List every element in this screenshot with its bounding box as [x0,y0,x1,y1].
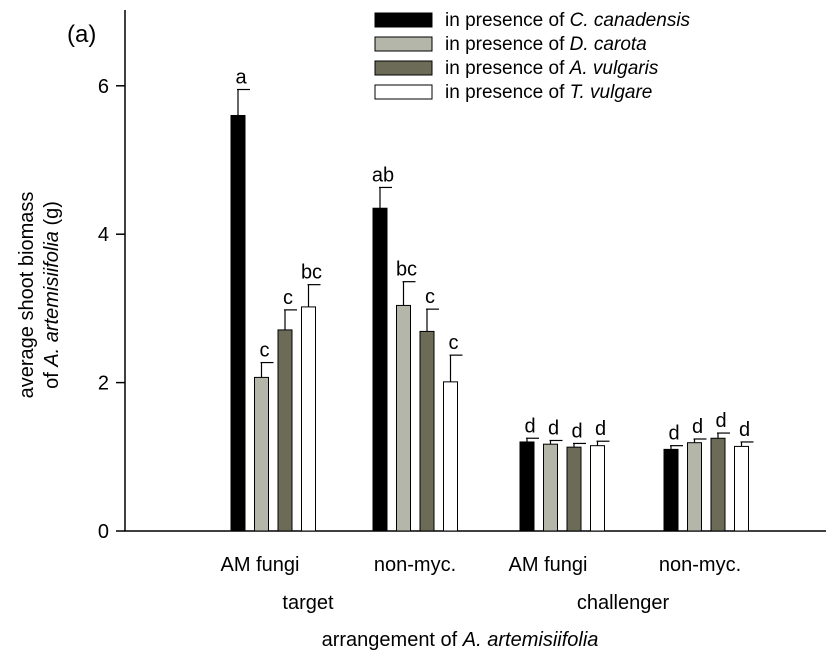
y-axis-title-line1: average shoot biomass [16,192,38,399]
x-axis-title: arrangement of A. artemisiifolia [322,629,599,651]
significance-letter: c [283,287,293,309]
significance-letter: d [668,423,679,445]
x-category-label: non-myc. [374,554,456,576]
y-axis-title-line2: of A. artemisiifolia (g) [41,201,63,389]
significance-letter: c [260,340,270,362]
legend-swatch [374,36,433,52]
panel-label: (a) [67,21,96,48]
significance-letter: d [692,416,703,438]
bar [519,441,535,532]
x-category-label: AM fungi [509,554,588,576]
bar [230,114,246,532]
significance-letter: d [595,418,606,440]
bar [734,445,749,532]
legend-entry: in presence of T. vulgare [445,82,652,103]
bar [372,207,388,532]
y-tick-label: 6 [98,76,109,98]
significance-letter: c [449,332,459,354]
significance-letter: a [235,67,247,89]
significance-letter: d [548,417,559,439]
legend-entry: in presence of A. vulgaris [445,58,659,79]
significance-letter: c [425,286,435,308]
bar [710,437,726,532]
significance-letter: bc [301,262,322,284]
y-tick-label: 0 [98,521,109,543]
bar [301,306,316,532]
bar [663,448,679,532]
bar [543,443,558,532]
x-category-label: non-myc. [659,554,741,576]
x-category-label: AM fungi [221,554,300,576]
bars [230,114,749,532]
x-group-labels: target challenger [282,592,669,614]
y-axis-ticks: 0 2 4 6 [98,76,125,543]
significance-letter: d [739,419,750,441]
x-group-label: target [282,592,334,614]
bar [396,304,411,532]
bar [566,446,582,532]
y-tick-label: 2 [98,373,109,395]
error-bars [237,88,754,450]
significance-letter: d [524,415,535,437]
significance-letter: bc [396,259,417,281]
legend-entry: in presence of C. canadensis [445,10,691,31]
significance-letter: d [715,410,726,432]
bar [687,442,702,532]
bar [254,376,269,532]
legend: in presence of C. canadensis in presence … [374,10,691,103]
y-axis-title: average shoot biomass of A. artemisiifol… [16,192,63,399]
x-category-labels: AM fungi non-myc. AM fungi non-myc. [221,554,742,576]
bar [443,381,458,532]
bar [419,330,435,532]
bar [277,329,293,532]
significance-letter: d [571,420,582,442]
x-group-label: challenger [577,592,670,614]
bar [590,445,605,532]
legend-swatch [374,60,433,76]
legend-entry: in presence of D. carota [445,34,647,55]
legend-swatch [374,84,433,100]
significance-letter: ab [372,164,394,186]
legend-swatch [374,12,433,28]
y-tick-label: 4 [98,224,109,246]
